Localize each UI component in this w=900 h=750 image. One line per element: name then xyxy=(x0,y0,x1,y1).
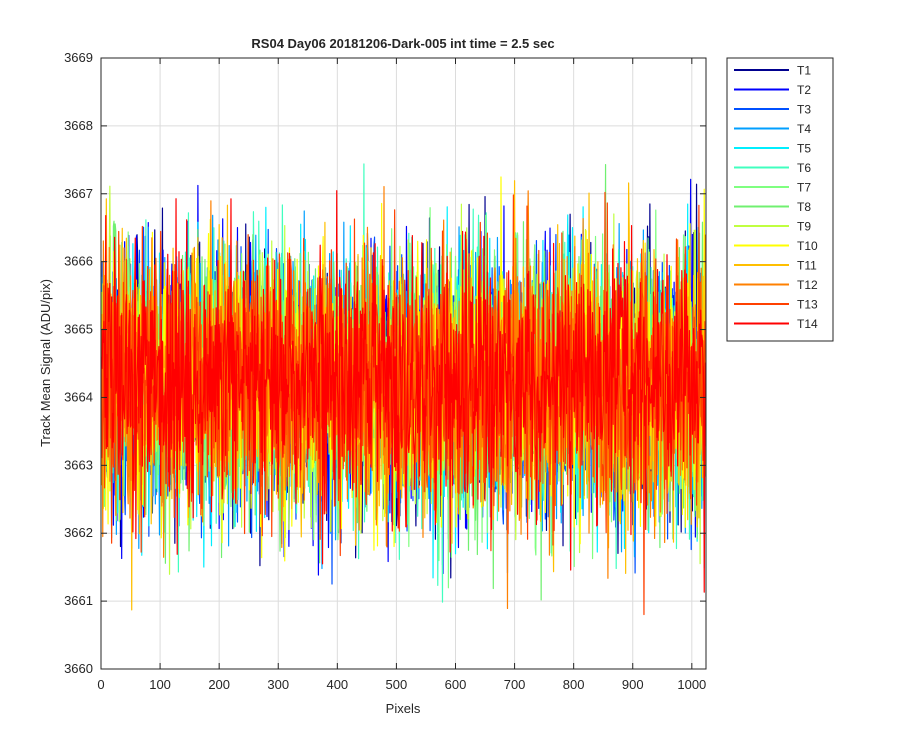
x-tick-label: 1000 xyxy=(677,677,706,692)
legend-label-t3: T3 xyxy=(797,103,811,117)
y-tick-label: 3663 xyxy=(64,457,93,472)
y-tick-label: 3660 xyxy=(64,661,93,676)
y-tick-label: 3669 xyxy=(64,50,93,65)
legend-label-t7: T7 xyxy=(797,181,811,195)
legend-label-t5: T5 xyxy=(797,142,811,156)
chart-title: RS04 Day06 20181206-Dark-005 int time = … xyxy=(251,36,554,51)
x-tick-label: 700 xyxy=(504,677,526,692)
x-tick-label: 900 xyxy=(622,677,644,692)
y-tick-label: 3664 xyxy=(64,389,93,404)
legend-label-t6: T6 xyxy=(797,161,811,175)
y-tick-label: 3665 xyxy=(64,322,93,337)
x-tick-label: 400 xyxy=(326,677,348,692)
legend-label-t9: T9 xyxy=(797,220,811,234)
axes-box xyxy=(100,57,707,670)
x-tick-label: 300 xyxy=(267,677,289,692)
x-axis-label: Pixels xyxy=(386,701,421,716)
x-tick-label: 100 xyxy=(149,677,171,692)
legend-label-t10: T10 xyxy=(797,239,818,253)
series-line-t14 xyxy=(101,190,706,593)
legend-label-t13: T13 xyxy=(797,298,818,312)
legend-label-t14: T14 xyxy=(797,317,818,331)
x-tick-label: 500 xyxy=(386,677,408,692)
x-tick-label: 600 xyxy=(445,677,467,692)
legend-label-t11: T11 xyxy=(797,259,817,273)
y-tick-label: 3667 xyxy=(64,186,93,201)
series-group xyxy=(101,163,706,616)
legend-label-t2: T2 xyxy=(797,83,811,97)
legend: T1 T2 T3 T4 T5 T6 T7 T8 T9 T10 T11 T12 T13 T14 xyxy=(726,57,834,342)
x-tick-label: 800 xyxy=(563,677,585,692)
x-tick-label: 200 xyxy=(208,677,230,692)
y-axis-label: Track Mean Signal (ADU/pix) xyxy=(38,279,53,447)
y-tick-label: 3666 xyxy=(64,254,93,269)
legend-label-t12: T12 xyxy=(797,278,818,292)
x-tick-label: 0 xyxy=(97,677,104,692)
plot-area: 0 100 200 300 400 500 600 700 800 900 1000 3660 3661… xyxy=(64,50,707,692)
y-tick-label: 3661 xyxy=(64,593,93,608)
legend-label-t1: T1 xyxy=(797,64,811,78)
y-tick-label: 3668 xyxy=(64,118,93,133)
legend-label-t8: T8 xyxy=(797,200,811,214)
legend-box xyxy=(726,57,834,342)
legend-label-t4: T4 xyxy=(797,122,811,136)
y-tick-label: 3662 xyxy=(64,525,93,540)
